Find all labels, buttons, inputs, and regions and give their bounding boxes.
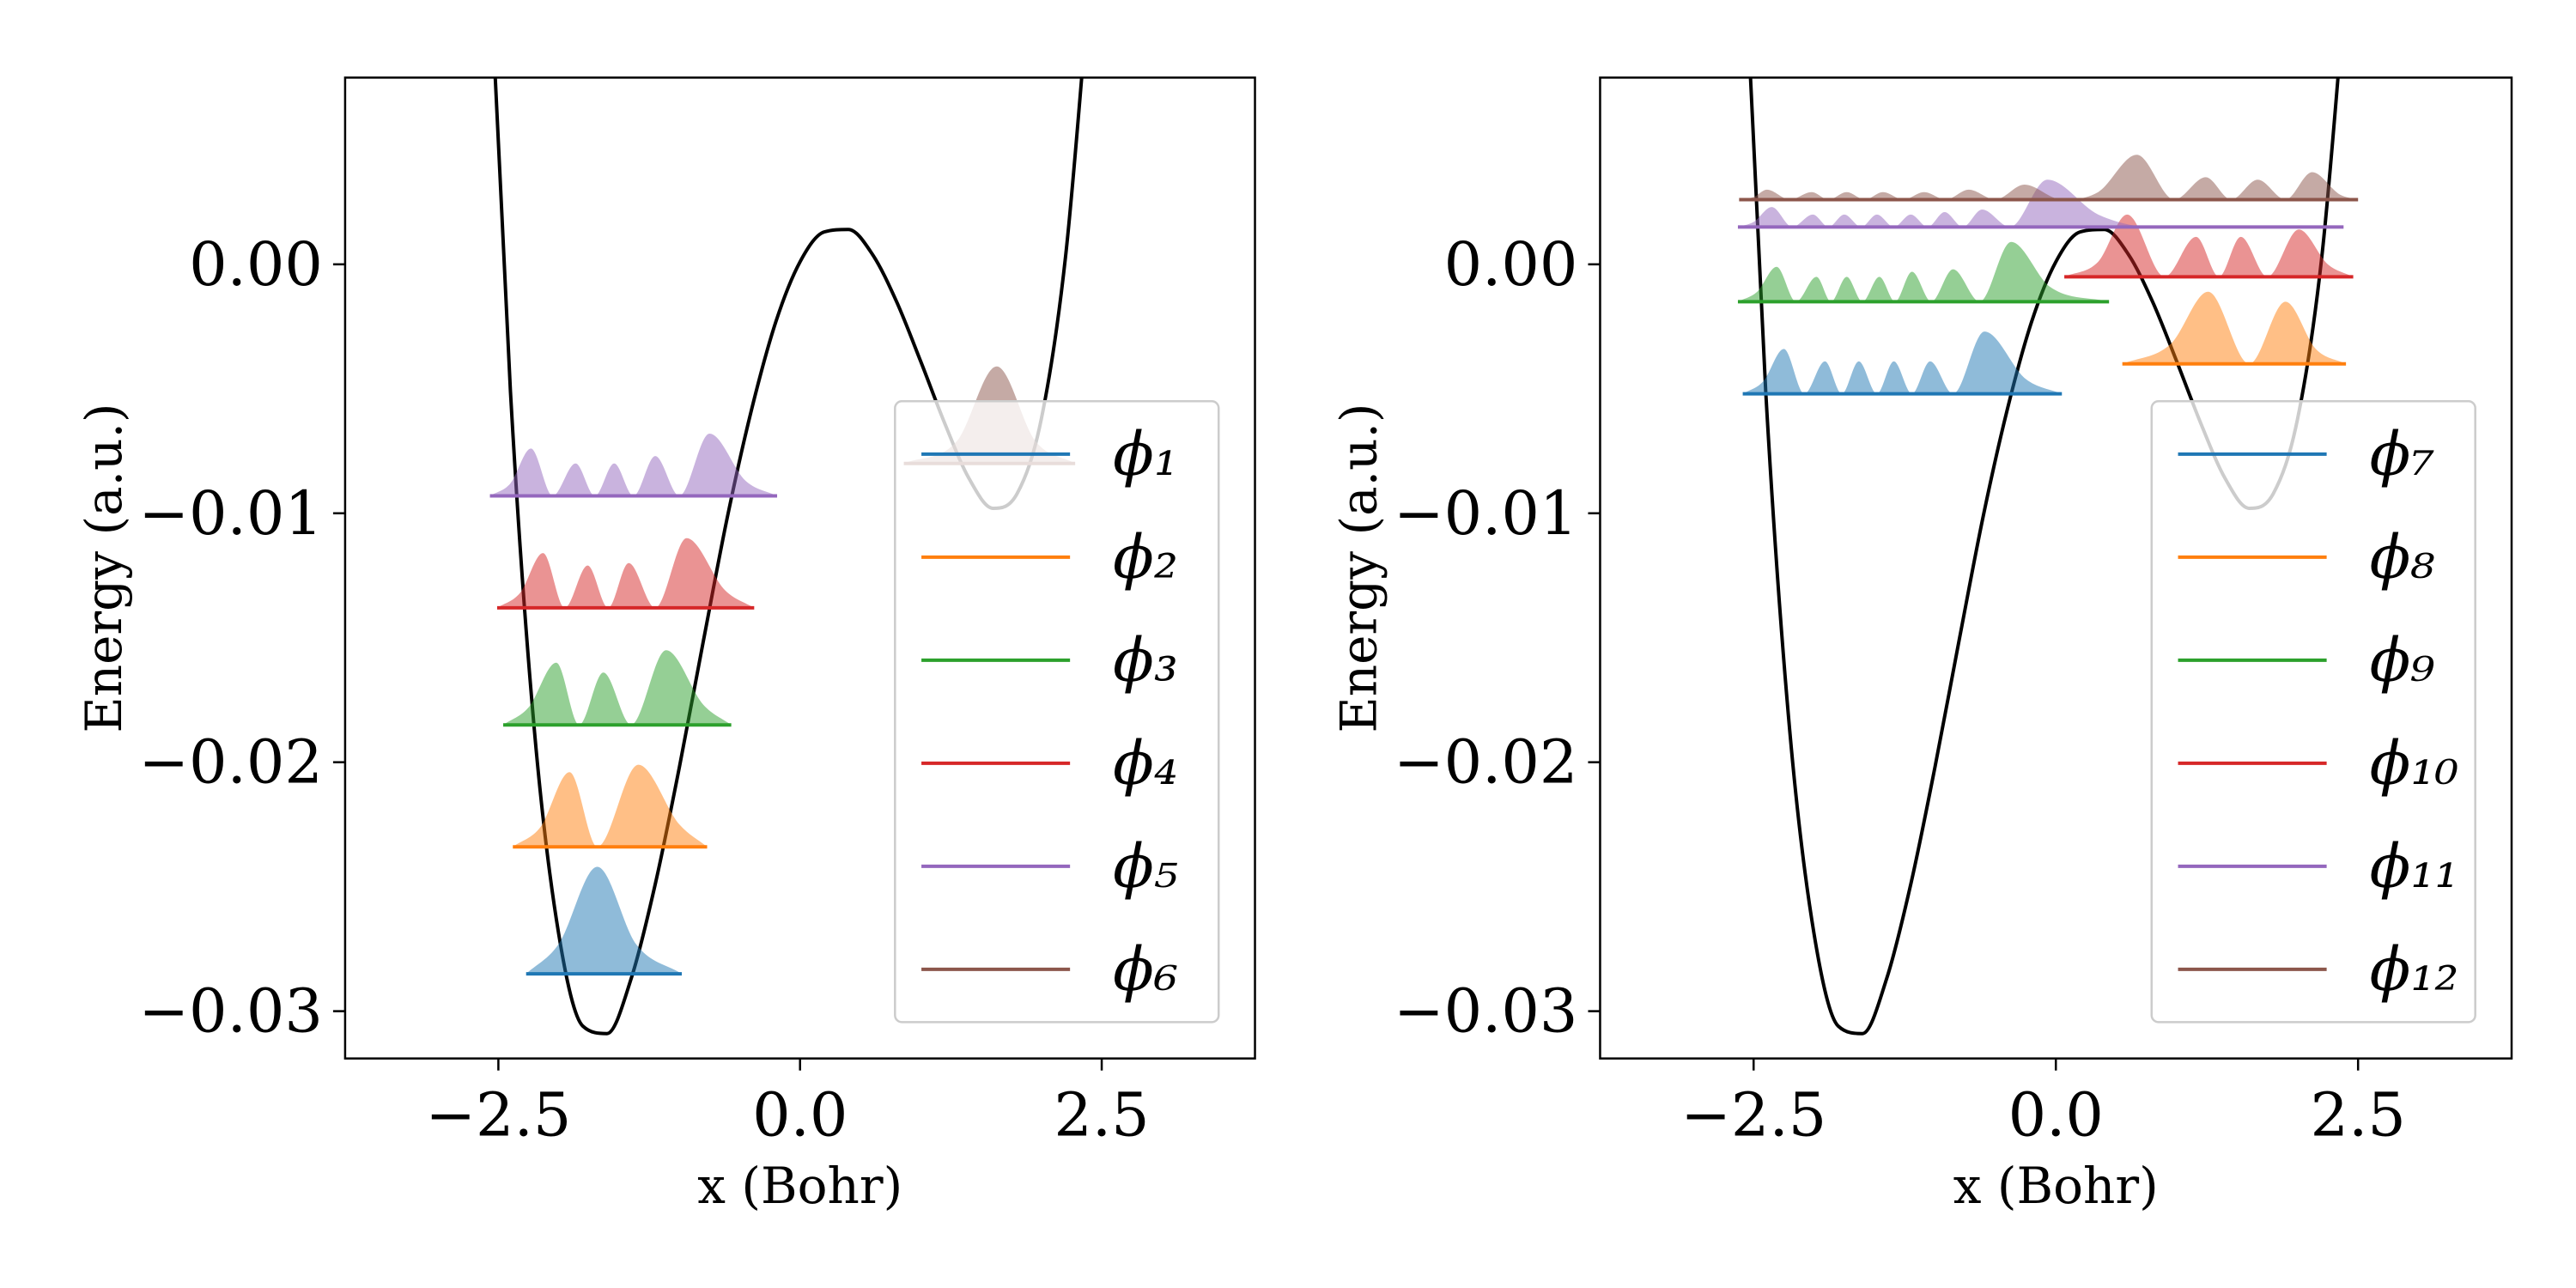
- x-tick-label: 2.5: [1054, 1080, 1149, 1151]
- density-fill: [489, 433, 778, 496]
- density-fill: [513, 764, 708, 848]
- legend-label: ϕ₃: [1113, 625, 1178, 696]
- legend-label: ϕ₁₁: [2370, 831, 2459, 902]
- density-fill: [496, 538, 755, 608]
- density-fill: [503, 650, 732, 726]
- legend-label: ϕ₅: [1113, 831, 1178, 902]
- density-fill: [1739, 155, 2359, 200]
- y-tick-label: −0.03: [1394, 976, 1578, 1047]
- legend-label: ϕ₁₂: [2370, 934, 2459, 1005]
- legend-label: ϕ₄: [1113, 728, 1178, 799]
- legend-label: ϕ₇: [2370, 419, 2435, 489]
- legend-label: ϕ₉: [2370, 625, 2435, 696]
- y-tick-label: −0.02: [1394, 727, 1578, 798]
- x-tick-label: −2.5: [425, 1080, 571, 1151]
- density-fill: [1737, 179, 2344, 228]
- y-tick-label: −0.01: [138, 478, 323, 549]
- density-fill: [526, 866, 683, 975]
- x-axis-label: x (Bohr): [697, 1157, 902, 1215]
- x-tick-label: 2.5: [2311, 1080, 2406, 1151]
- legend-box: [894, 400, 1220, 1024]
- legend-label: ϕ₂: [1113, 522, 1178, 592]
- density-fill: [2122, 291, 2347, 364]
- legend-label: ϕ₁: [1113, 419, 1178, 489]
- y-tick-label: 0.00: [189, 229, 323, 300]
- legend-label: ϕ₈: [2370, 522, 2435, 592]
- density-fill: [1742, 331, 2063, 394]
- legend-label: ϕ₁₀: [2370, 728, 2459, 799]
- x-tick-label: 0.0: [752, 1080, 848, 1151]
- density-fill: [1737, 241, 2110, 302]
- legend-box: [2150, 400, 2476, 1024]
- legend-label: ϕ₆: [1113, 934, 1178, 1005]
- y-tick-label: 0.00: [1444, 229, 1578, 300]
- x-tick-label: 0.0: [2008, 1080, 2104, 1151]
- y-tick-label: −0.02: [138, 727, 323, 798]
- y-tick-label: −0.03: [138, 976, 323, 1047]
- x-tick-label: −2.5: [1680, 1080, 1826, 1151]
- y-axis-label: Energy (a.u.): [1330, 403, 1388, 732]
- density-fill: [2064, 214, 2354, 277]
- y-axis-label: Energy (a.u.): [75, 403, 133, 732]
- plot-area: [1737, 77, 2359, 1036]
- y-tick-label: −0.01: [1394, 478, 1578, 549]
- x-axis-label: x (Bohr): [1953, 1157, 2159, 1215]
